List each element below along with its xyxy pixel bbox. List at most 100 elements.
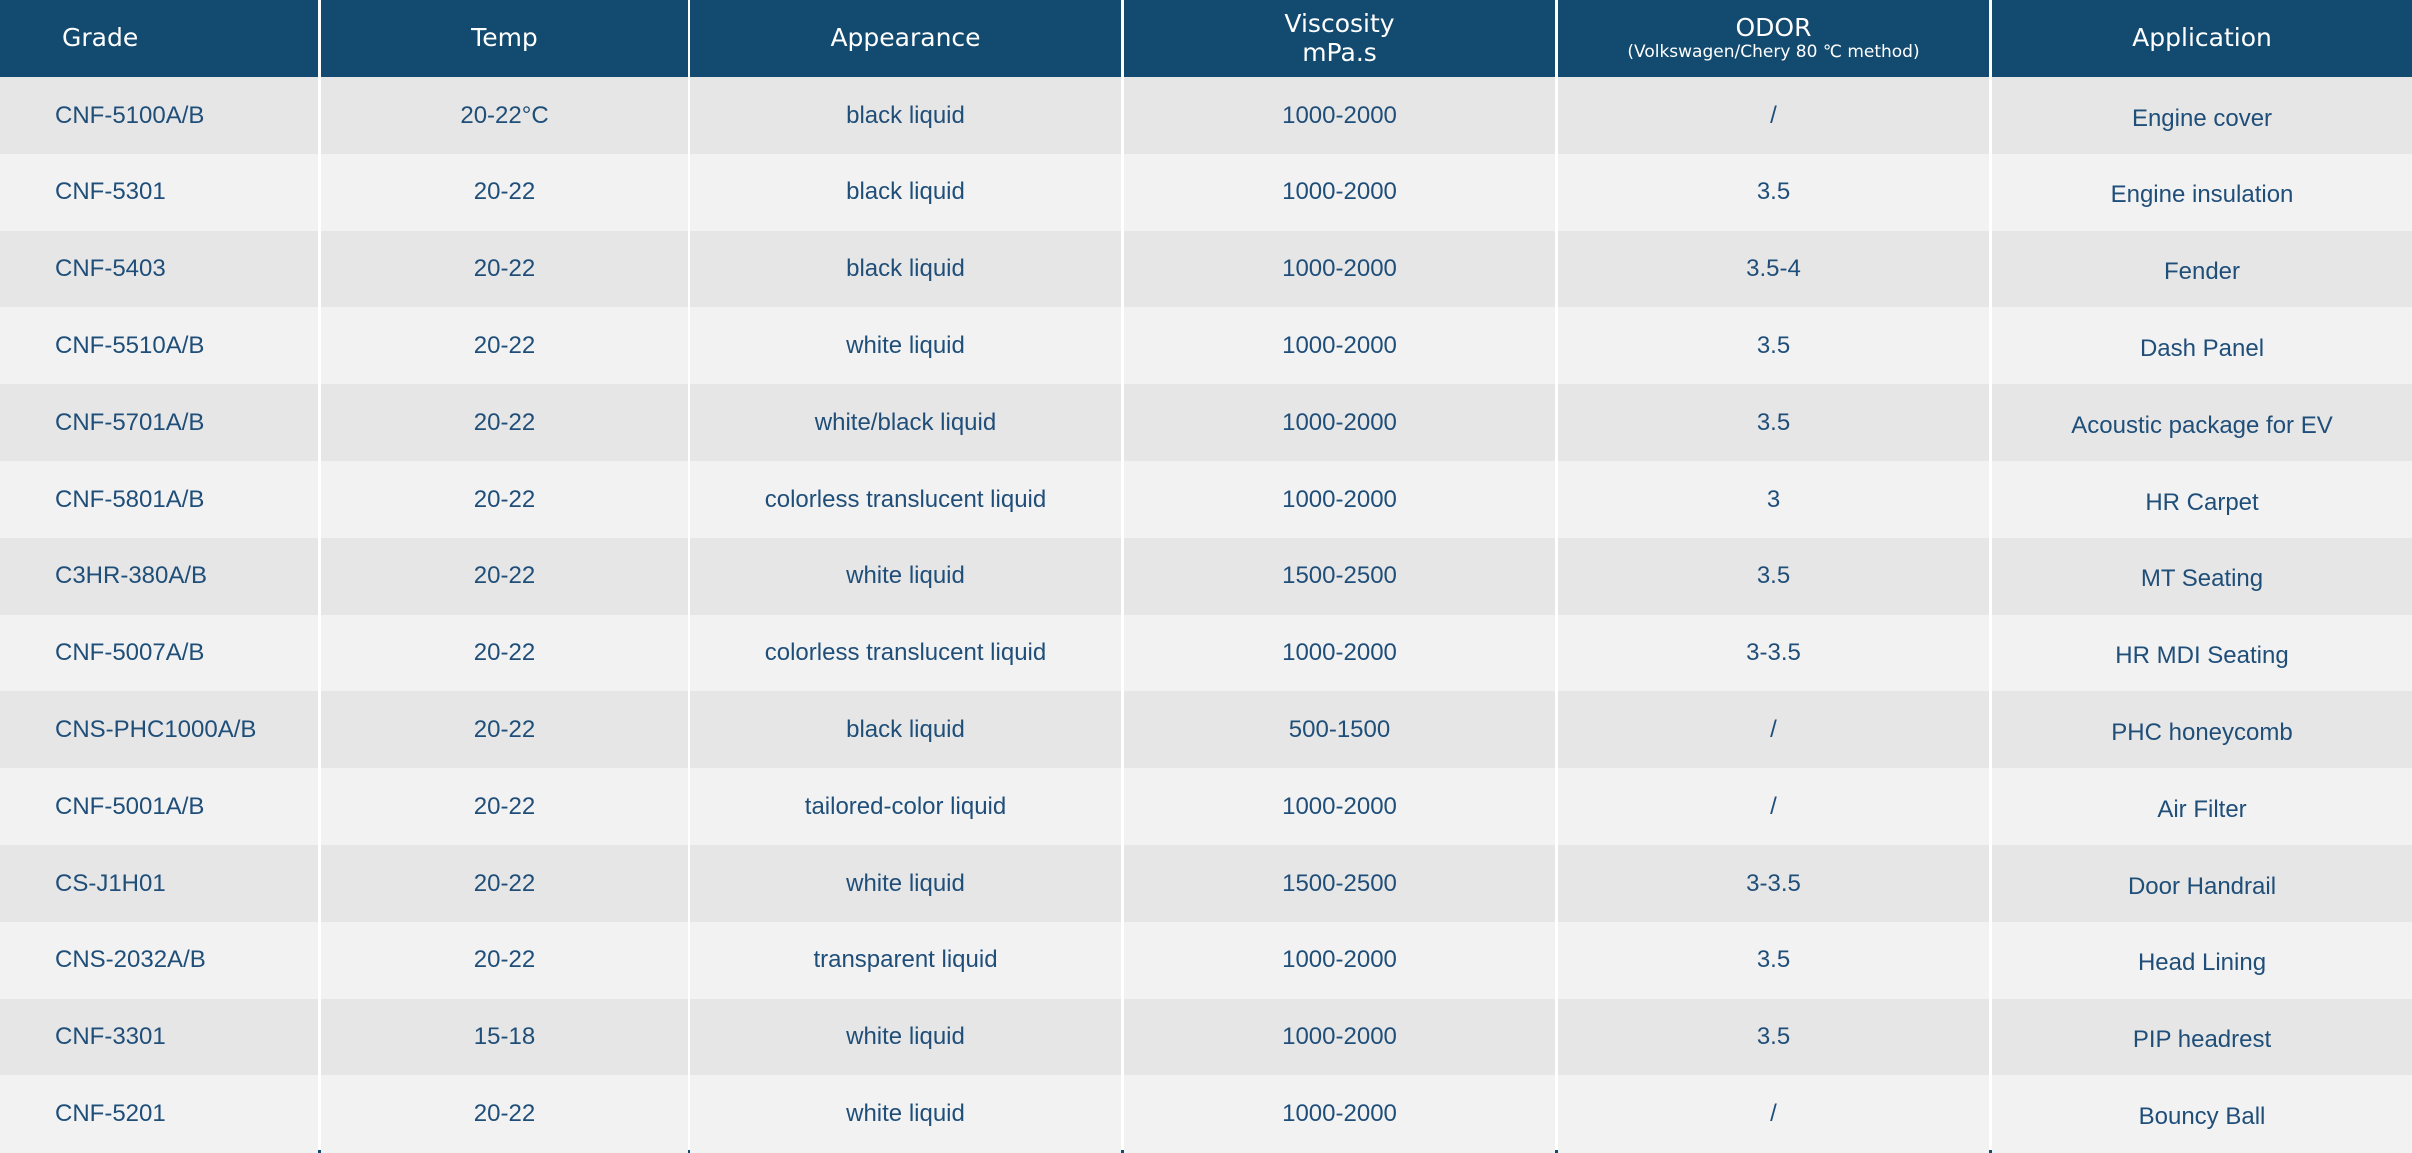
table-cell: CNF-5201 <box>0 1075 318 1153</box>
cell-text: 20-22 <box>473 716 536 744</box>
table-cell: CNF-5801A/B <box>0 461 318 539</box>
cell-text: PIP headrest <box>2132 1026 2272 1054</box>
cell-text: 3.5 <box>1756 946 1791 974</box>
header-cell: ODOR (Volkswagen/Chery 80 ℃ method) <box>1558 0 1989 77</box>
table-cell: 3-3.5 <box>1558 614 1989 692</box>
table-cell: 500-1500 <box>1124 691 1555 769</box>
table-cell: Bouncy Ball <box>1992 1075 2412 1153</box>
cell-text: 3.5 <box>1756 408 1791 436</box>
table-cell: CNF-5403 <box>0 230 318 308</box>
cell-text: black liquid <box>846 101 965 129</box>
cell-text: C3HR-380A/B <box>55 562 208 590</box>
table-cell: white/black liquid <box>690 384 1121 462</box>
cell-text: CS-J1H01 <box>55 869 166 897</box>
table-cell: Air Filter <box>1992 768 2412 846</box>
header-cell: Appearance <box>690 0 1121 77</box>
table-cell: CNF-5001A/B <box>0 768 318 846</box>
cell-text: CNS-2032A/B <box>55 946 206 974</box>
cell-text: 20-22 <box>473 792 536 820</box>
cell-text: 15-18 <box>473 1023 536 1051</box>
table-cell: MT Seating <box>1992 537 2412 616</box>
header-subtitle: (Volkswagen/Chery 80 ℃ method) <box>1627 42 1920 63</box>
cell-text: 1000-2000 <box>1282 485 1397 513</box>
cell-text: white liquid <box>846 332 965 360</box>
cell-text: CNF-5801A/B <box>55 485 205 513</box>
table-cell: HR Carpet <box>1992 461 2412 539</box>
table-cell: tailored-color liquid <box>690 768 1121 846</box>
table-cell: white liquid <box>690 537 1121 616</box>
cell-text: CNF-5001A/B <box>55 792 205 820</box>
table-cell: CNF-5301 <box>0 153 318 232</box>
table-cell: 20-22 <box>321 691 688 769</box>
table-cell: 3-3.5 <box>1558 845 1989 923</box>
table-cell: 20-22 <box>321 307 688 385</box>
table-cell: 20-22 <box>321 384 688 462</box>
header-title: Application <box>2132 23 2272 53</box>
table-cell: white liquid <box>690 307 1121 385</box>
table-cell: 1000-2000 <box>1124 921 1555 1000</box>
cell-text: CNF-5201 <box>55 1100 166 1128</box>
table-cell: 3.5 <box>1558 998 1989 1076</box>
cell-text: CNF-3301 <box>55 1023 166 1051</box>
cell-text: 20-22°C <box>460 101 549 129</box>
table-cell: 1000-2000 <box>1124 230 1555 308</box>
header-title: Appearance <box>830 23 981 53</box>
cell-text: / <box>1770 1100 1777 1128</box>
table-cell: 20-22°C <box>321 77 688 155</box>
cell-text: 20-22 <box>473 485 536 513</box>
cell-text: 1000-2000 <box>1282 255 1397 283</box>
cell-text: 1000-2000 <box>1282 792 1397 820</box>
table-cell: white liquid <box>690 1075 1121 1153</box>
cell-text: Engine cover <box>2131 104 2273 132</box>
cell-text: 20-22 <box>473 869 536 897</box>
table-cell: 3.5 <box>1558 384 1989 462</box>
cell-text: 20-22 <box>473 946 536 974</box>
table-cell: 20-22 <box>321 1075 688 1153</box>
table-cell: Engine insulation <box>1992 153 2412 232</box>
table-cell: 1000-2000 <box>1124 77 1555 155</box>
cell-text: 20-22 <box>473 408 536 436</box>
table-cell: 1500-2500 <box>1124 537 1555 616</box>
cell-text: 1000-2000 <box>1282 639 1397 667</box>
cell-text: 1500-2500 <box>1282 562 1397 590</box>
cell-text: HR MDI Seating <box>2115 642 2289 670</box>
cell-text: 3.5-4 <box>1746 255 1801 283</box>
cell-text: Air Filter <box>2157 795 2247 823</box>
table-cell: Acoustic package for EV <box>1992 384 2412 462</box>
header-cell: Grade <box>0 0 318 77</box>
table-cell: / <box>1558 768 1989 846</box>
cell-text: 20-22 <box>473 562 536 590</box>
cell-text: Engine insulation <box>2110 181 2294 209</box>
table-cell: 3.5 <box>1558 153 1989 232</box>
table-cell: C3HR-380A/B <box>0 537 318 616</box>
cell-text: CNF-5403 <box>55 255 166 283</box>
table-cell: 3.5 <box>1558 307 1989 385</box>
cell-text: Head Lining <box>2137 949 2267 977</box>
cell-text: 3.5 <box>1756 562 1791 590</box>
cell-text: 3.5 <box>1756 1023 1791 1051</box>
cell-text: HR Carpet <box>2145 488 2259 516</box>
table-cell: black liquid <box>690 691 1121 769</box>
cell-text: black liquid <box>846 255 965 283</box>
table-cell: 20-22 <box>321 921 688 1000</box>
cell-text: 1000-2000 <box>1282 1023 1397 1051</box>
cell-text: white liquid <box>846 562 965 590</box>
cell-text: 500-1500 <box>1288 716 1391 744</box>
cell-text: Acoustic package for EV <box>2071 411 2333 439</box>
cell-text: 1000-2000 <box>1282 408 1397 436</box>
cell-text: 3 <box>1766 485 1781 513</box>
header-title: Temp <box>471 23 538 53</box>
table-cell: 15-18 <box>321 998 688 1076</box>
cell-text: 1500-2500 <box>1282 869 1397 897</box>
table-cell: white liquid <box>690 998 1121 1076</box>
table-cell: white liquid <box>690 845 1121 923</box>
table-cell: 1000-2000 <box>1124 998 1555 1076</box>
table-cell: / <box>1558 691 1989 769</box>
table-cell: 3.5-4 <box>1558 230 1989 308</box>
header-title: Grade <box>62 23 139 53</box>
cell-text: black liquid <box>846 716 965 744</box>
table-cell: CNS-2032A/B <box>0 921 318 1000</box>
cell-text: 1000-2000 <box>1282 178 1397 206</box>
cell-text: / <box>1770 792 1777 820</box>
cell-text: white liquid <box>846 1023 965 1051</box>
